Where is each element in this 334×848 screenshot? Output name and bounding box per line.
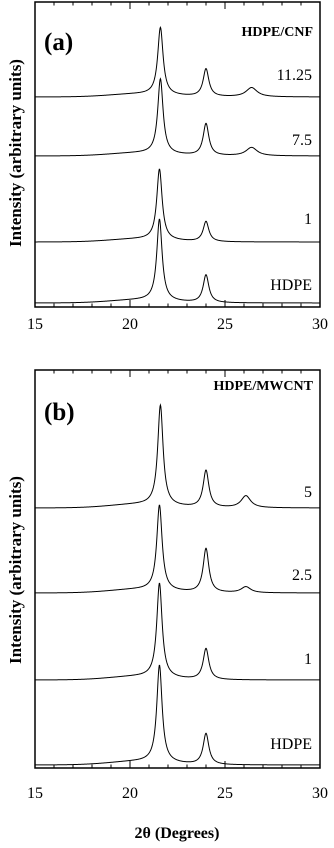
panel-b-series-label-1: 2.5 (292, 567, 312, 584)
panel-a-xtick-label-2: 25 (217, 316, 233, 333)
panel-a: (a) HDPE/CNF 11.25 7.5 1 HDPE Intensity … (6, 1, 328, 333)
series-line-1 (35, 582, 320, 681)
series-line-1 (35, 168, 320, 243)
panel-b-series-label-3: HDPE (270, 736, 312, 753)
panel-b-xtick-label-3: 30 (312, 785, 328, 802)
panel-b-xtick-label-2: 25 (217, 785, 233, 802)
panel-a-label: (a) (44, 29, 73, 56)
panel-b-ylabel: Intensity (arbitrary units) (6, 476, 25, 664)
panel-b-xlabel: 2θ (Degrees) (135, 825, 220, 842)
panel-b-series-label-0: 5 (304, 484, 312, 501)
panel-b-series-label-2: 1 (304, 651, 312, 668)
panel-b-title: HDPE/MWCNT (213, 379, 313, 394)
series-line-HDPE (35, 218, 320, 304)
panel-b-frame (34, 369, 321, 769)
panel-a-xtick-label-1: 20 (122, 316, 138, 333)
panel-a-ylabel: Intensity (arbitrary units) (6, 59, 25, 247)
panel-b-curves (34, 403, 321, 766)
panel-a-ticks (34, 2, 321, 307)
series-line-HDPE (34, 664, 320, 766)
panel-a-xtick-label-0: 15 (27, 316, 43, 333)
panel-b-xtick-label-1: 20 (122, 785, 138, 802)
panel-a-curves (35, 26, 320, 304)
panel-a-xtick-label-3: 30 (312, 316, 328, 333)
panel-b: (b) HDPE/MWCNT 5 2.5 1 HDPE Intensity (a… (6, 369, 328, 842)
panel-b-xtick-label-0: 15 (27, 785, 43, 802)
panel-a-series-label-3: HDPE (270, 277, 312, 294)
panel-b-label: (b) (44, 399, 75, 426)
panel-a-title: HDPE/CNF (241, 25, 313, 40)
panel-a-series-label-0: 11.25 (277, 67, 312, 84)
panel-a-frame (34, 1, 321, 308)
panel-a-series-label-1: 7.5 (292, 132, 312, 149)
panel-a-series-label-2: 1 (304, 211, 312, 228)
series-line-11.25 (35, 26, 320, 98)
series-line-7.5 (35, 77, 320, 157)
panel-b-ticks (34, 370, 321, 768)
series-line-5 (35, 403, 321, 509)
series-line-2.5 (35, 504, 320, 594)
